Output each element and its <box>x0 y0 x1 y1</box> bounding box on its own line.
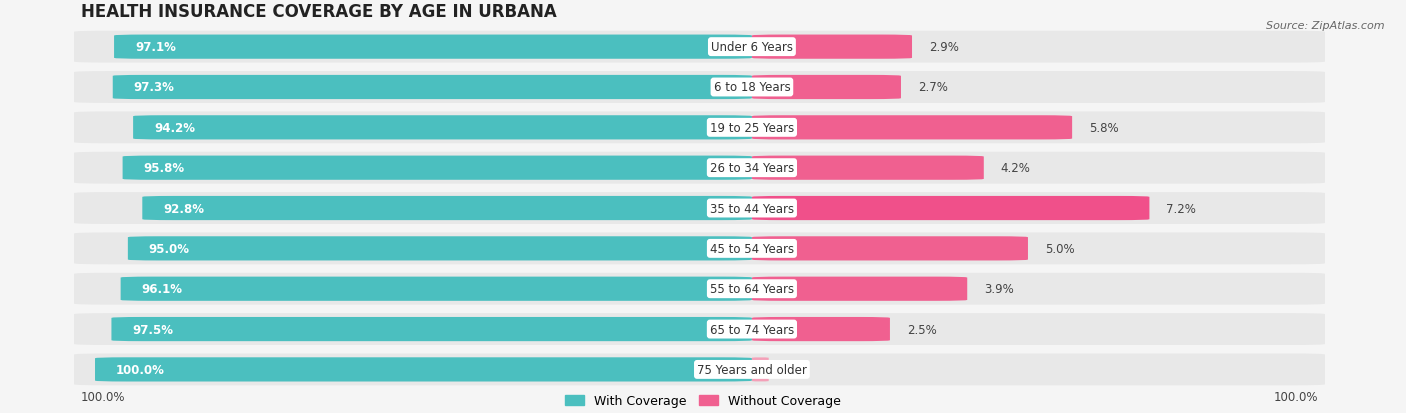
Text: 100.0%: 100.0% <box>82 389 125 403</box>
Text: 0.0%: 0.0% <box>769 363 799 376</box>
Text: 94.2%: 94.2% <box>155 121 195 135</box>
FancyBboxPatch shape <box>114 36 752 59</box>
Text: 75 Years and older: 75 Years and older <box>697 363 807 376</box>
FancyBboxPatch shape <box>752 76 901 100</box>
Text: 2.9%: 2.9% <box>929 41 959 54</box>
FancyBboxPatch shape <box>752 36 912 59</box>
Text: 100.0%: 100.0% <box>1274 389 1317 403</box>
FancyBboxPatch shape <box>75 152 1324 184</box>
FancyBboxPatch shape <box>112 76 752 100</box>
FancyBboxPatch shape <box>96 357 752 382</box>
FancyBboxPatch shape <box>122 156 752 180</box>
Text: 5.8%: 5.8% <box>1088 121 1119 135</box>
FancyBboxPatch shape <box>75 32 1324 64</box>
Text: Source: ZipAtlas.com: Source: ZipAtlas.com <box>1267 21 1385 31</box>
FancyBboxPatch shape <box>752 357 769 382</box>
Text: 7.2%: 7.2% <box>1166 202 1197 215</box>
FancyBboxPatch shape <box>75 112 1324 144</box>
Text: 95.0%: 95.0% <box>149 242 190 255</box>
Text: 100.0%: 100.0% <box>115 363 165 376</box>
FancyBboxPatch shape <box>752 277 967 301</box>
Text: 3.9%: 3.9% <box>984 282 1014 296</box>
FancyBboxPatch shape <box>75 72 1324 104</box>
Text: HEALTH INSURANCE COVERAGE BY AGE IN URBANA: HEALTH INSURANCE COVERAGE BY AGE IN URBA… <box>82 3 557 21</box>
Text: Under 6 Years: Under 6 Years <box>711 41 793 54</box>
FancyBboxPatch shape <box>752 156 984 180</box>
Text: 45 to 54 Years: 45 to 54 Years <box>710 242 794 255</box>
Text: 19 to 25 Years: 19 to 25 Years <box>710 121 794 135</box>
Text: 35 to 44 Years: 35 to 44 Years <box>710 202 794 215</box>
Text: 6 to 18 Years: 6 to 18 Years <box>713 81 790 94</box>
FancyBboxPatch shape <box>752 197 1150 221</box>
FancyBboxPatch shape <box>121 277 752 301</box>
Text: 2.5%: 2.5% <box>907 323 936 336</box>
Text: 55 to 64 Years: 55 to 64 Years <box>710 282 794 296</box>
Text: 97.1%: 97.1% <box>135 41 176 54</box>
FancyBboxPatch shape <box>111 317 752 341</box>
FancyBboxPatch shape <box>75 354 1324 385</box>
FancyBboxPatch shape <box>142 197 752 221</box>
FancyBboxPatch shape <box>128 237 752 261</box>
FancyBboxPatch shape <box>134 116 752 140</box>
Legend: With Coverage, Without Coverage: With Coverage, Without Coverage <box>561 389 845 413</box>
Text: 5.0%: 5.0% <box>1045 242 1074 255</box>
Text: 95.8%: 95.8% <box>143 162 184 175</box>
Text: 96.1%: 96.1% <box>142 282 183 296</box>
Text: 97.5%: 97.5% <box>132 323 173 336</box>
Text: 92.8%: 92.8% <box>163 202 204 215</box>
FancyBboxPatch shape <box>75 273 1324 305</box>
FancyBboxPatch shape <box>75 192 1324 224</box>
FancyBboxPatch shape <box>75 313 1324 345</box>
Text: 97.3%: 97.3% <box>134 81 174 94</box>
Text: 65 to 74 Years: 65 to 74 Years <box>710 323 794 336</box>
FancyBboxPatch shape <box>75 233 1324 265</box>
FancyBboxPatch shape <box>752 317 890 341</box>
Text: 2.7%: 2.7% <box>918 81 948 94</box>
Text: 4.2%: 4.2% <box>1001 162 1031 175</box>
FancyBboxPatch shape <box>752 237 1028 261</box>
FancyBboxPatch shape <box>752 116 1073 140</box>
Text: 26 to 34 Years: 26 to 34 Years <box>710 162 794 175</box>
